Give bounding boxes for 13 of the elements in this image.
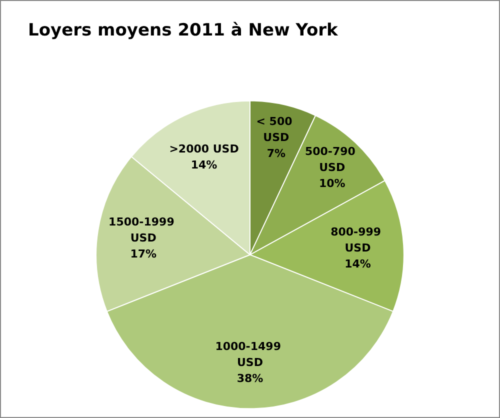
slice-label: >2000 USD [169,142,239,156]
data-label: 17% [130,247,157,260]
data-label: 10% [318,176,346,190]
data-label: 14% [190,158,218,172]
slice-label: 500-790 USD [304,144,360,174]
chart-title: Loyers moyens 2011 à New York [28,20,339,40]
slice-label: < 500 USD [256,115,296,144]
slice-label: 1500-1999 USD [108,215,178,244]
data-label: 7% [266,147,286,160]
slice-label: 800-999 USD [330,225,385,254]
data-label: 38% [236,372,264,386]
data-label: 14% [344,257,371,270]
slice-label: 1000-1499 USD [215,340,285,370]
